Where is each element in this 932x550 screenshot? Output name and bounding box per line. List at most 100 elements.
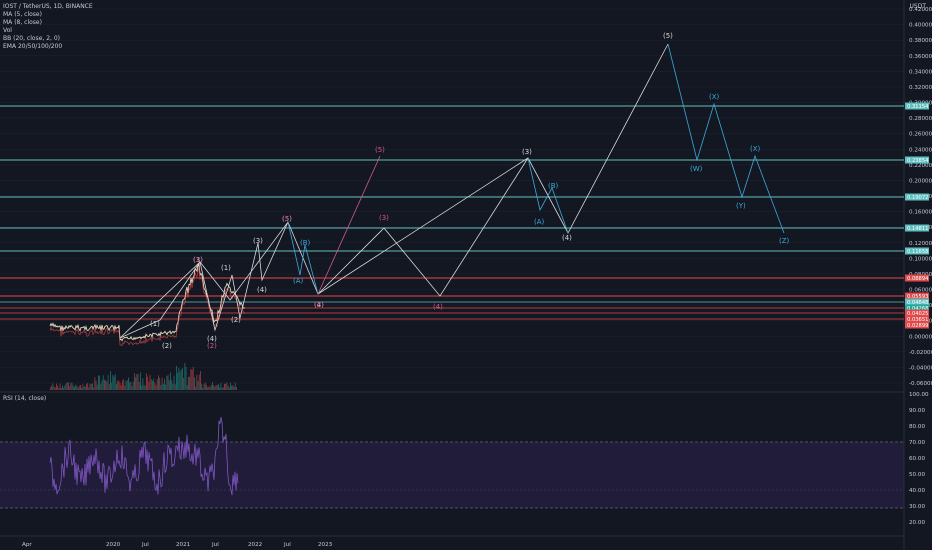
rsi-axis-label: 70.00: [909, 440, 925, 446]
volume-bar: [143, 384, 145, 390]
volume-bar: [172, 383, 174, 390]
volume-bar: [230, 382, 231, 390]
price-tag-bg: [905, 315, 929, 323]
volume-bar: [87, 382, 89, 390]
indicator-bb[interactable]: BB (20, close, 2, 0): [3, 35, 60, 42]
volume-bar: [58, 387, 60, 390]
rsi-axis-label: 80.00: [909, 424, 925, 430]
price-tag-label: 0.14811: [907, 226, 928, 232]
volume-bar: [185, 367, 187, 390]
volume-bar: [62, 385, 63, 390]
volume-bar: [156, 379, 158, 390]
price-tag: 0.14811: [905, 224, 929, 232]
pink-wave-label: (4): [433, 303, 443, 311]
volume-bar: [136, 373, 138, 390]
blue-wave-label: (W): [690, 165, 703, 173]
volume-bar: [112, 374, 114, 390]
volume-bar: [51, 385, 53, 390]
wave-label: (5): [282, 215, 292, 223]
chart-title[interactable]: IOST / TetherUS, 1D, BINANCE: [3, 3, 93, 10]
volume-bar: [71, 382, 73, 390]
volume-bar: [64, 385, 66, 390]
wave-label: (3): [193, 256, 203, 264]
time-axis-label: 2022: [248, 542, 262, 548]
volume-bar: [200, 371, 201, 390]
volume-bar: [66, 382, 68, 390]
price-tag-bg: [905, 321, 929, 329]
volume-bar: [141, 385, 143, 390]
volume-bars: [50, 362, 237, 390]
volume-bar: [166, 375, 168, 390]
rsi-label[interactable]: RSI (14, close): [3, 395, 47, 402]
volume-bar: [233, 386, 235, 390]
blue-correction-line: [527, 157, 569, 234]
volume-bar: [90, 383, 92, 390]
volume-bar: [154, 382, 156, 390]
indicator-ema[interactable]: EMA 20/50/100/200: [3, 43, 63, 50]
rsi-axis[interactable]: 100.00 90.00 80.00 70.00 60.00 50.00 40.00 30.0…: [909, 392, 929, 526]
volume-bar: [82, 384, 84, 390]
volume-bar: [107, 375, 109, 390]
volume-bar: [144, 385, 146, 390]
volume-bar: [174, 384, 176, 390]
price-axis-label: -0.06000: [909, 381, 932, 387]
volume-bar: [176, 365, 177, 390]
price-axis-label: 0.38000: [909, 38, 932, 44]
volume-bar: [212, 382, 213, 390]
price-tag-label: 0.11658: [907, 249, 928, 255]
volume-bar: [236, 387, 237, 390]
time-axis[interactable]: Apr 2020 Jul 2021 Jul 2022 Jul 2023: [22, 542, 333, 548]
volume-bar: [209, 386, 211, 390]
price-axis-label: 0.00000: [909, 334, 932, 340]
price-tag-label: 0.19072: [907, 195, 928, 201]
volume-bar: [222, 387, 224, 390]
pink-wave-label: (3): [379, 214, 389, 222]
wave-label: (2): [231, 316, 241, 324]
volume-bar: [99, 375, 101, 390]
volume-bar: [98, 375, 99, 390]
blue-wave-label: (Z): [779, 237, 790, 245]
price-tag-bg: [905, 309, 929, 317]
indicator-ma8[interactable]: MA (8, close): [3, 19, 42, 26]
volume-bar: [113, 376, 115, 390]
volume-bar: [65, 383, 67, 390]
blue-wave-label: (B): [548, 182, 559, 190]
volume-bar: [198, 374, 200, 390]
volume-bar: [123, 379, 125, 390]
volume-bar: [152, 380, 153, 390]
volume-bar: [53, 386, 55, 390]
price-tag: 0.04025: [905, 309, 929, 317]
volume-bar: [189, 376, 191, 390]
price-tag-bg: [905, 224, 929, 232]
subwave-line: [119, 221, 289, 339]
volume-bar: [215, 385, 217, 390]
price-tag-bg: [905, 274, 929, 282]
price-axis-label: 0.12000: [909, 241, 932, 247]
volume-bar: [214, 386, 216, 390]
volume-bar: [161, 377, 163, 390]
volume-bar: [164, 378, 165, 390]
volume-bar: [162, 384, 164, 390]
volume-bar: [147, 376, 149, 390]
volume-bar: [128, 377, 129, 390]
volume-bar: [146, 373, 147, 390]
elliott-projection: [119, 43, 785, 339]
volume-bar: [170, 372, 171, 390]
price-tag: 0.05593: [905, 292, 929, 300]
volume-bar: [56, 383, 57, 390]
volume-bar: [155, 385, 157, 390]
price-tag-bg: [905, 298, 929, 306]
volume-bar: [138, 382, 140, 390]
time-axis-label: 2023: [318, 542, 333, 548]
volume-bar: [94, 377, 96, 390]
volume-bar: [69, 386, 71, 390]
volume-bar: [50, 387, 51, 390]
volume-bar: [124, 385, 126, 390]
indicator-volume[interactable]: Vol: [3, 27, 12, 34]
price-tags: 0.31154 0.23854 0.19072 0.14811 0.11658 0.088…: [905, 102, 929, 329]
volume-bar: [57, 385, 59, 390]
indicator-ma5[interactable]: MA (5, close): [3, 11, 42, 18]
volume-bar: [221, 387, 223, 390]
volume-bar: [78, 385, 80, 390]
